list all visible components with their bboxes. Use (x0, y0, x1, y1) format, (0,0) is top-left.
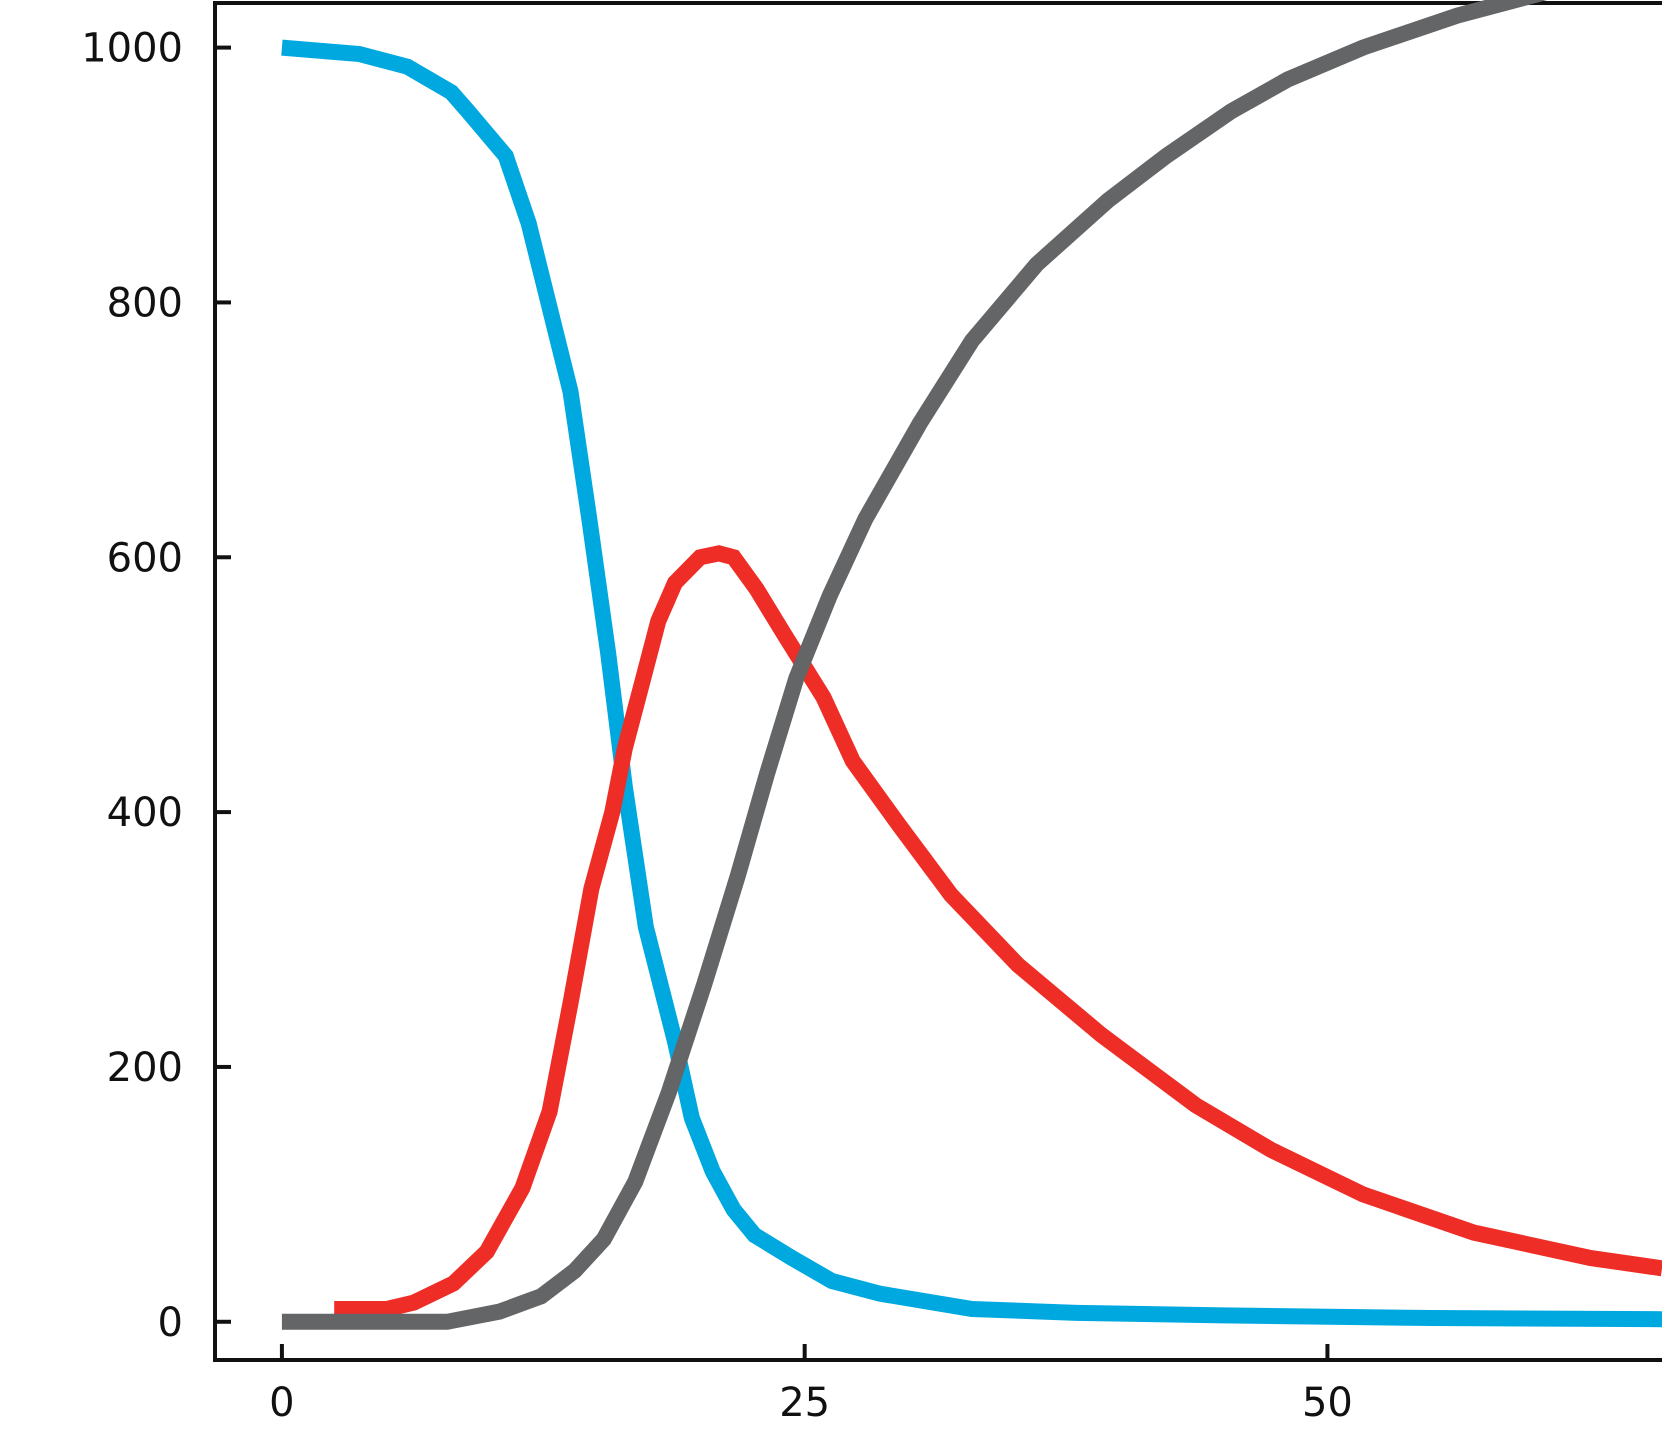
x-tick-label-50: 50 (1302, 1380, 1353, 1426)
y-tick-label-0: 0 (158, 1300, 183, 1346)
series-line-2 (281, 0, 1547, 1330)
x-tick-label-25: 25 (779, 1380, 830, 1426)
y-tick-label-800: 800 (107, 280, 183, 326)
axis-layer: 0 200 400 600 800 1000 0 25 50 (81, 26, 1353, 1426)
y-tick-label-400: 400 (107, 790, 183, 836)
y-tick-label-1000: 1000 (81, 26, 183, 72)
series-layer (281, 0, 1662, 1330)
series-line-0 (281, 39, 1662, 1328)
series-line-1 (334, 545, 1662, 1317)
x-tick-label-0: 0 (269, 1380, 294, 1426)
plot-frame-border (213, 1, 1662, 1362)
y-tick-label-200: 200 (107, 1045, 183, 1091)
plot-frame (213, 1, 1662, 1362)
y-tick-label-600: 600 (107, 535, 183, 581)
